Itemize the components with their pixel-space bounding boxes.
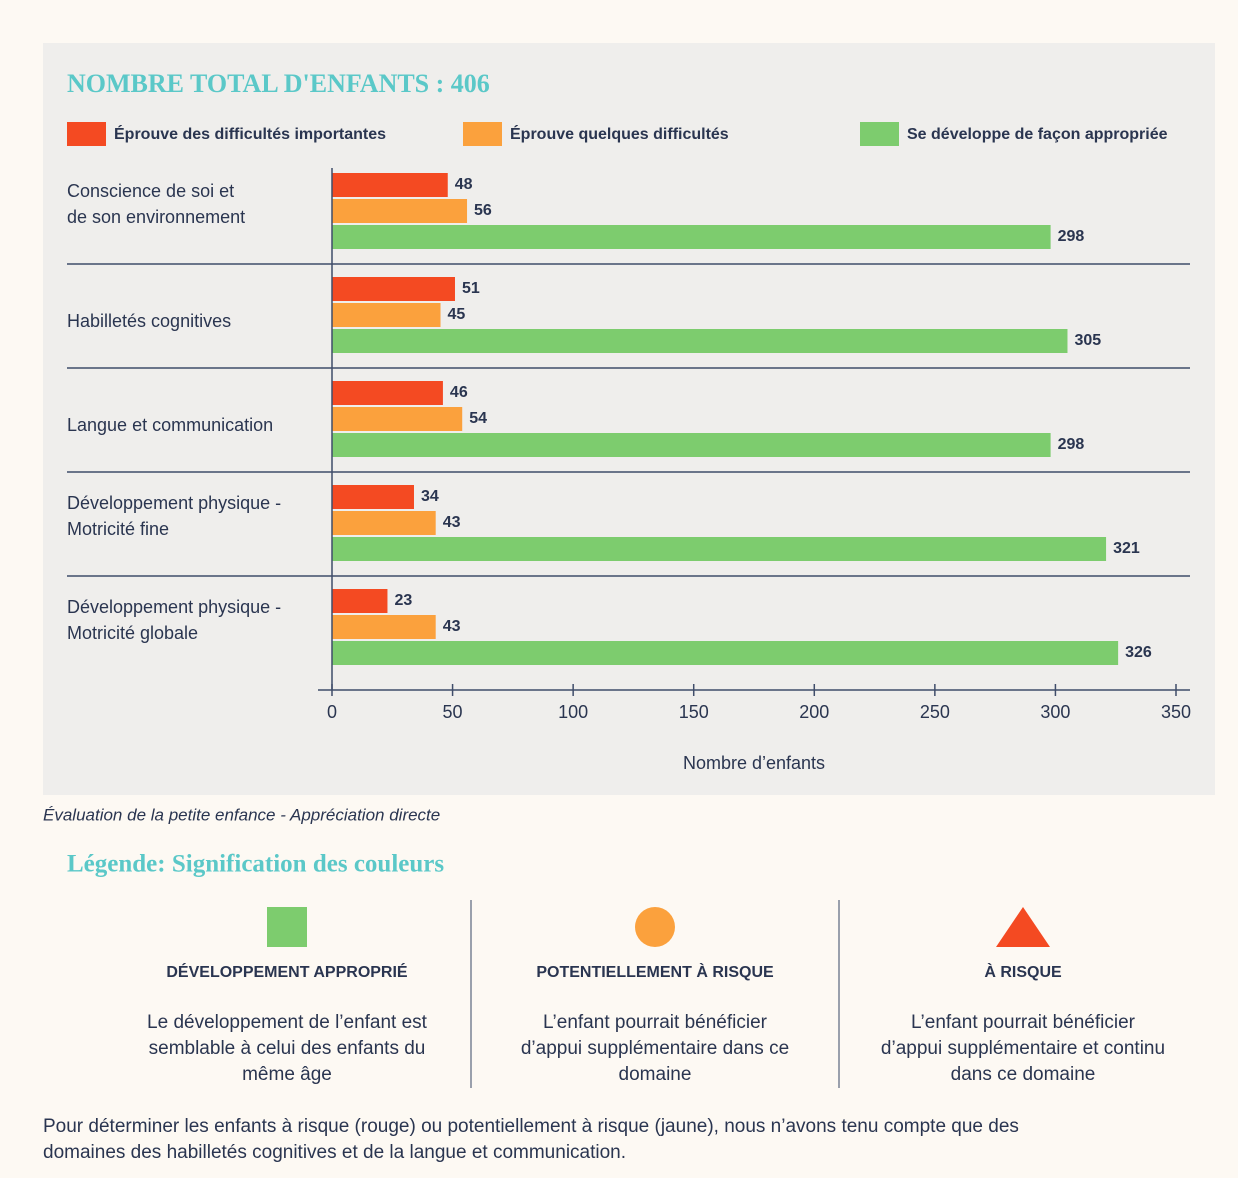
circle-icon [635,907,675,947]
category-label: de son environnement [67,207,245,227]
x-tick-label: 250 [920,702,950,722]
footer-text: domaines des habilletés cognitives et de… [43,1142,626,1163]
legend-label: Éprouve quelques difficultés [510,124,729,143]
legend-label: Se développe de façon appropriée [907,126,1168,143]
bar [332,485,414,509]
bar [332,641,1119,665]
legend-heading: POTENTIELLEMENT À RISQUE [536,962,774,981]
chart-panel [43,43,1215,795]
bar [332,537,1107,561]
x-tick-label: 0 [327,702,337,722]
category-label: Développement physique - [67,493,281,513]
legend-swatch [463,122,502,146]
value-label: 321 [1113,540,1140,557]
category-label: Motricité fine [67,519,169,539]
legend-title: Légende: Signification des couleurs [67,851,444,878]
category-label: Langue et communication [67,415,273,435]
bar [332,615,436,639]
value-label: 51 [462,280,480,297]
x-tick-label: 350 [1161,702,1191,722]
value-label: 305 [1074,332,1101,349]
bar [332,173,448,197]
value-label: 48 [455,176,473,193]
category-label: Habilletés cognitives [67,311,231,331]
legend-description: domaine [619,1064,692,1085]
bar [332,589,388,613]
x-tick-label: 150 [679,702,709,722]
category-label: Motricité globale [67,623,198,643]
value-label: 43 [443,618,461,635]
legend-description: dans ce domaine [951,1064,1096,1085]
x-tick-label: 100 [558,702,588,722]
bar [332,199,468,223]
legend-description: L’enfant pourrait bénéficier [543,1012,768,1033]
legend-swatch [67,122,106,146]
value-label: 54 [469,410,487,427]
bar [332,511,436,535]
x-tick-label: 50 [443,702,463,722]
square-icon [267,907,307,947]
chart-title: NOMBRE TOTAL D'ENFANTS : 406 [67,69,490,98]
legend-description: Le développement de l’enfant est [147,1012,428,1033]
bar [332,225,1051,249]
bar [332,329,1068,353]
legend-swatch [860,122,899,146]
value-label: 34 [421,488,439,505]
value-label: 298 [1058,228,1085,245]
value-label: 43 [443,514,461,531]
triangle-icon [996,907,1050,947]
value-label: 56 [474,202,492,219]
legend-description: semblable à celui des enfants du [149,1038,426,1059]
value-label: 45 [448,306,466,323]
value-label: 46 [450,384,468,401]
value-label: 298 [1058,436,1085,453]
value-label: 23 [394,592,412,609]
caption: Évaluation de la petite enfance - Appréc… [43,805,440,824]
x-tick-label: 200 [799,702,829,722]
footer-text: Pour déterminer les enfants à risque (ro… [43,1116,1019,1137]
legend-description: d’appui supplémentaire dans ce [521,1038,789,1059]
category-label: Conscience de soi et [67,181,234,201]
legend-description: même âge [242,1064,332,1085]
category-label: Développement physique - [67,597,281,617]
bar [332,381,443,405]
legend-description: d’appui supplémentaire et continu [881,1038,1165,1059]
x-axis-label: Nombre d’enfants [683,753,825,773]
legend-heading: DÉVELOPPEMENT APPROPRIÉ [166,962,408,981]
legend-label: Éprouve des difficultés importantes [114,124,386,143]
legend-description: L’enfant pourrait bénéficier [911,1012,1136,1033]
bar [332,277,455,301]
value-label: 326 [1125,644,1152,661]
x-tick-label: 300 [1040,702,1070,722]
legend-heading: À RISQUE [984,962,1062,981]
bar [332,433,1051,457]
bar [332,407,463,431]
bar [332,303,441,327]
